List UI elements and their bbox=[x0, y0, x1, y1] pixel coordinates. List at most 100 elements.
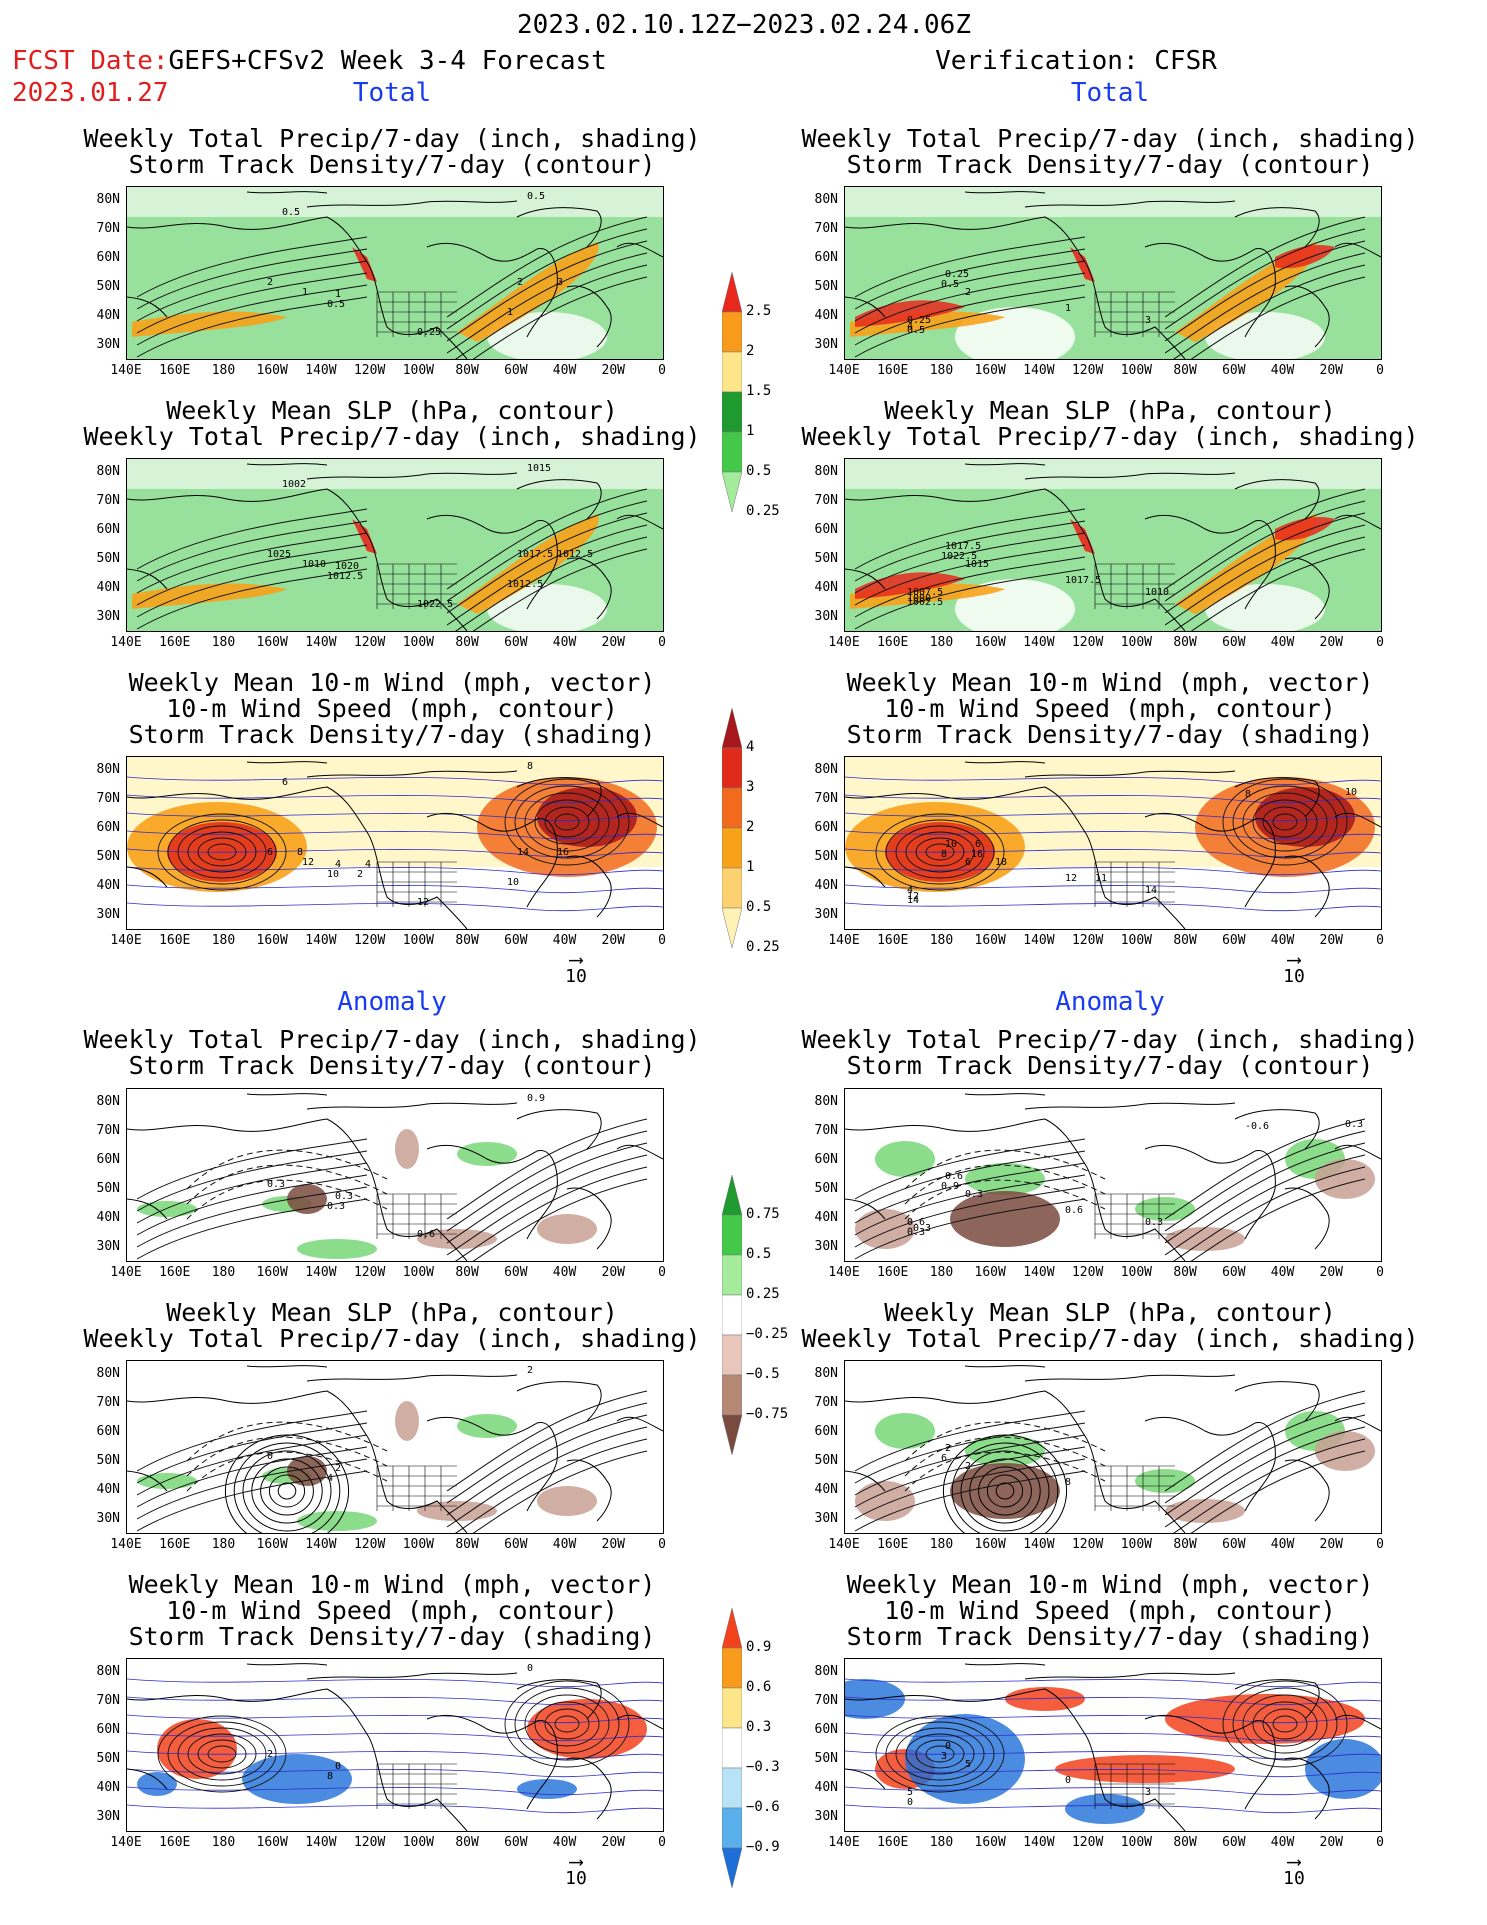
contour-line bbox=[136, 1198, 368, 1260]
contour-line bbox=[854, 1186, 1086, 1248]
contour-label: 1010 bbox=[1145, 587, 1169, 598]
anomaly-dry-blob bbox=[1165, 1227, 1245, 1251]
wind-contour-ring bbox=[1252, 799, 1318, 845]
lon-tick-label: 160W bbox=[256, 933, 288, 948]
anomaly-dry-blob bbox=[395, 1129, 419, 1169]
lon-tick-label: 100W bbox=[1120, 635, 1153, 650]
contour-line bbox=[1164, 1142, 1366, 1244]
lon-tick-label: 160E bbox=[159, 363, 191, 378]
colorbar-label: 0.6 bbox=[746, 1679, 772, 1695]
lon-tick-label: 60W bbox=[1222, 933, 1246, 948]
panel-title-r5-c1-l1: 10-m Wind Speed (mph, contour) bbox=[884, 1596, 1336, 1625]
contour-line bbox=[136, 520, 368, 582]
map-panel-r2-c0: 6 4 10 8 12 14 16 10 12 6 8 4 2 bbox=[126, 756, 664, 930]
lon-tick-label: 0 bbox=[1376, 1835, 1384, 1850]
wind-contour-ring bbox=[1242, 1694, 1328, 1754]
negative-contour-line bbox=[904, 1164, 1106, 1205]
lon-tick-label: 0 bbox=[658, 1835, 666, 1850]
coastline bbox=[1144, 1144, 1276, 1240]
contour-label: 11 bbox=[1095, 873, 1107, 884]
contour-label: 0.3 bbox=[267, 1179, 285, 1190]
map-plot: 0.60.90.30.60.30.60.3-0.3-0.6 0.3 bbox=[845, 1093, 1381, 1261]
lon-tick-label: 40W bbox=[1270, 635, 1295, 650]
precip-shading-polar bbox=[845, 187, 1381, 217]
lat-tick-label: 50N bbox=[96, 551, 120, 566]
anomaly-wet-blob bbox=[1135, 1469, 1195, 1493]
lon-tick-label: 140E bbox=[828, 1835, 860, 1850]
contour-label: 14 bbox=[907, 895, 919, 906]
contour-label: 14 bbox=[1145, 885, 1157, 896]
lon-tick-label: 20W bbox=[1319, 1835, 1344, 1850]
contour-line bbox=[1164, 228, 1366, 330]
coastline bbox=[127, 488, 468, 631]
contour-label: 2 bbox=[267, 277, 273, 288]
contour-label: 1 bbox=[1065, 303, 1071, 314]
coastline bbox=[127, 1118, 468, 1261]
wind-contour-ring bbox=[157, 1715, 287, 1793]
wind-contour-ring bbox=[885, 1721, 995, 1787]
colorbar-segment bbox=[721, 707, 743, 749]
wind-contour-ring bbox=[177, 1727, 267, 1781]
slp-anomaly-contour bbox=[277, 1482, 297, 1500]
map-panel-r3-c1: 0.6 0.9 0.3 0.6 0.3 0.6 0.3 -0.3 -0.6 0.3 bbox=[844, 1088, 1382, 1262]
wind-contour-ring bbox=[167, 819, 277, 885]
wind-contour-ring bbox=[207, 1745, 237, 1763]
contour-label: 1010 bbox=[302, 559, 326, 570]
lon-tick-label: 100W bbox=[402, 933, 435, 948]
wind-contour-ring bbox=[875, 1715, 1005, 1793]
lon-tick-label: 140E bbox=[828, 363, 860, 378]
wind-speed-contour bbox=[845, 1732, 1381, 1742]
wind-contour-ring bbox=[544, 806, 590, 838]
contour-label: 4 bbox=[907, 885, 913, 896]
lon-tick-label: 120W bbox=[1071, 635, 1104, 650]
lon-tick-label: 20W bbox=[601, 1835, 626, 1850]
contour-label: 3 bbox=[1145, 1787, 1151, 1798]
wind-speed-contour bbox=[127, 1768, 663, 1778]
wind-speed-contour bbox=[127, 1678, 663, 1688]
lat-tick-label: 40N bbox=[814, 1210, 838, 1225]
lat-tick-label: 60N bbox=[814, 1424, 838, 1439]
wind-contour-ring bbox=[1272, 813, 1298, 831]
coastline bbox=[1234, 1679, 1320, 1720]
wind-speed-contour bbox=[845, 1786, 1381, 1796]
lat-tick-label: 60N bbox=[814, 1152, 838, 1167]
lat-tick-label: 40N bbox=[96, 580, 120, 595]
lon-tick-label: 120W bbox=[353, 933, 386, 948]
contour-label: 0.6 bbox=[945, 1171, 963, 1182]
contour-label: 1015 bbox=[527, 463, 551, 474]
storm-anomaly-negative bbox=[137, 1772, 177, 1796]
colorbar-segment bbox=[721, 1414, 743, 1456]
wind-contour-ring bbox=[524, 1694, 610, 1754]
lat-tick-label: 40N bbox=[814, 1780, 838, 1795]
map-panel-r3-c0: 0.3 0.3 0.3 0.9 0.6 bbox=[126, 1088, 664, 1262]
wind-contour-ring bbox=[1222, 778, 1348, 866]
lon-tick-label: 160E bbox=[877, 1835, 909, 1850]
colorbar-label: −0.6 bbox=[746, 1799, 780, 1815]
lon-tick-label: 160E bbox=[877, 1537, 909, 1552]
coastline bbox=[127, 1198, 168, 1220]
contour-label: 0.6 bbox=[417, 1229, 435, 1240]
contour-line bbox=[1164, 1154, 1366, 1256]
fcst-date: 2023.01.27 bbox=[12, 78, 169, 108]
contour-label: 1017.5 bbox=[1065, 575, 1101, 586]
panel-title-r4-c0-l1: Weekly Total Precip/7-day (inch, shading… bbox=[83, 1324, 701, 1353]
panel-title-r1-c0-l0: Weekly Mean SLP (hPa, contour) bbox=[166, 396, 618, 425]
panel-title-r2-c1-l0: Weekly Mean 10-m Wind (mph, vector) bbox=[846, 668, 1374, 697]
contour-line bbox=[472, 1178, 648, 1261]
contour-label: 3 bbox=[557, 277, 563, 288]
lon-tick-label: 80W bbox=[1173, 933, 1197, 948]
contour-line bbox=[1164, 1130, 1366, 1232]
lat-tick-label: 40N bbox=[814, 1482, 838, 1497]
lon-tick-label: 140W bbox=[305, 1835, 337, 1850]
colorbar-label: 0.25 bbox=[746, 503, 780, 519]
lon-tick-label: 180 bbox=[211, 1537, 236, 1552]
colorbar-segment bbox=[721, 1847, 743, 1889]
colorbar-segment bbox=[721, 1174, 743, 1216]
slp-anomaly-contour bbox=[942, 1434, 1068, 1533]
lon-tick-label: 140W bbox=[1023, 363, 1055, 378]
wind-speed-contour bbox=[127, 830, 663, 840]
contour-label: 0.3 bbox=[1145, 1217, 1163, 1228]
lat-tick-label: 30N bbox=[814, 1809, 838, 1824]
